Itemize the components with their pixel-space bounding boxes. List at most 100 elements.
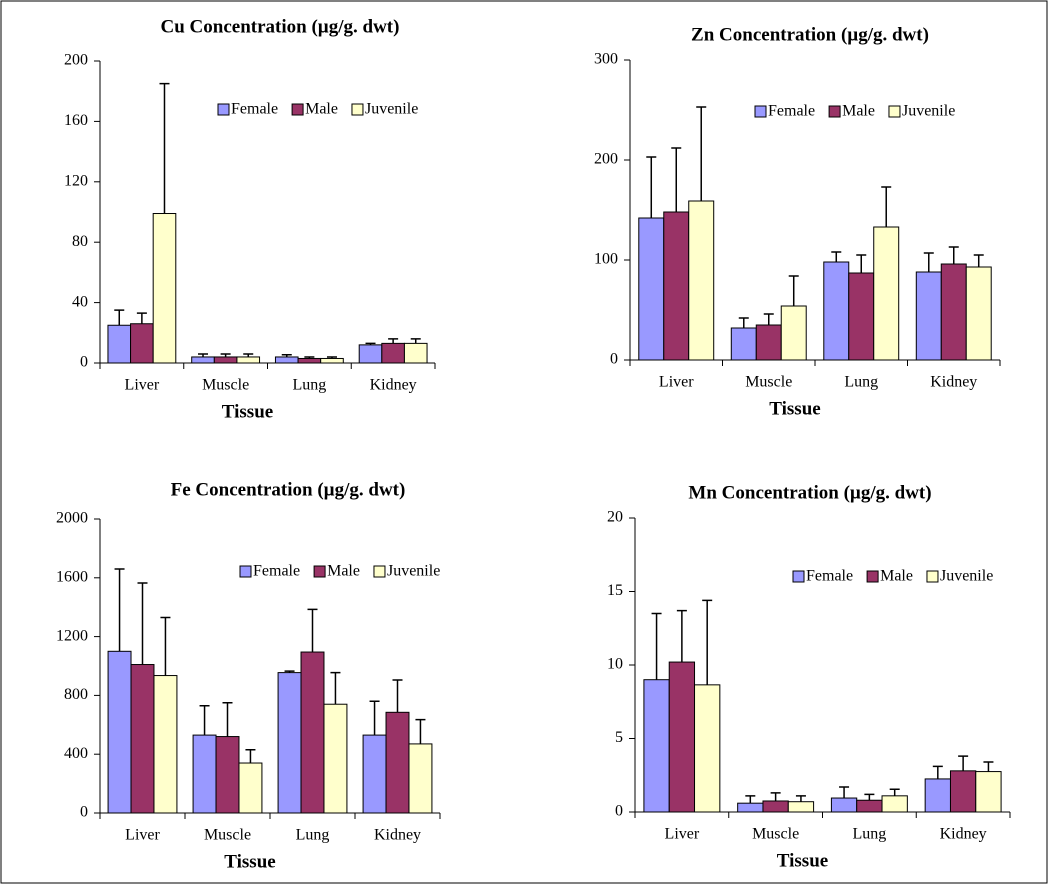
bar <box>787 801 815 813</box>
error-bar <box>983 761 994 772</box>
x-tick-label: Kidney <box>930 374 977 391</box>
error-bar <box>646 156 657 218</box>
x-tick-label: Kidney <box>374 827 421 844</box>
x-tick-label: Liver <box>125 377 160 394</box>
bar <box>385 711 410 814</box>
legend-swatch <box>217 103 230 116</box>
bar <box>915 271 942 361</box>
x-tick-label: Liver <box>125 827 160 844</box>
x-axis-label: Tissue <box>224 851 275 872</box>
legend-swatch <box>351 103 364 116</box>
error-bar <box>864 793 875 801</box>
bar <box>323 703 348 814</box>
error-bar <box>410 338 421 344</box>
legend-swatch <box>373 565 386 578</box>
error-bar <box>284 670 295 673</box>
error-bar <box>369 700 380 736</box>
bar <box>694 684 721 813</box>
x-tick-label: Lung <box>296 827 330 844</box>
error-bar <box>159 82 170 214</box>
error-bar <box>923 252 934 272</box>
bar <box>924 778 951 813</box>
error-bar <box>114 309 125 326</box>
bar <box>663 211 690 361</box>
y-tick-label: 0 <box>615 803 623 820</box>
x-tick-label: Muscle <box>745 374 792 391</box>
y-tick-label: 40 <box>72 293 88 310</box>
bar <box>856 799 883 813</box>
bar <box>153 675 178 814</box>
error-bar <box>160 616 171 676</box>
bar <box>297 357 322 364</box>
x-tick-label: Kidney <box>370 377 417 394</box>
legend-label: Juvenile <box>387 563 440 580</box>
bar <box>107 650 132 814</box>
bar <box>688 200 715 361</box>
bar <box>213 356 238 364</box>
error-bar <box>198 353 209 357</box>
bar <box>823 261 850 361</box>
bar <box>107 324 132 364</box>
error-bar <box>696 106 707 201</box>
error-bar <box>948 246 959 264</box>
bar <box>403 342 428 364</box>
legend-label: Female <box>231 101 278 118</box>
error-bar <box>738 317 749 328</box>
bar <box>320 357 344 364</box>
x-tick-label: Liver <box>659 374 694 391</box>
bar <box>238 762 263 814</box>
x-tick-label: Lung <box>852 826 886 843</box>
bar <box>192 734 217 814</box>
legend-swatch <box>828 105 841 118</box>
bar <box>755 324 782 361</box>
x-axis-label: Tissue <box>777 850 828 871</box>
bar <box>668 661 696 813</box>
error-bar <box>702 599 713 685</box>
y-tick-label: 120 <box>64 172 88 189</box>
y-tick-label: 2000 <box>56 510 88 527</box>
error-bar <box>770 792 781 801</box>
error-bar <box>415 718 426 744</box>
legend-swatch <box>754 105 767 118</box>
error-bar <box>199 704 210 736</box>
x-tick-label: Liver <box>665 826 700 843</box>
legend-label: Juvenile <box>365 101 418 118</box>
error-bar <box>137 582 148 665</box>
legend-label: Male <box>327 563 360 580</box>
legend-label: Male <box>842 103 875 120</box>
y-tick-label: 20 <box>607 509 623 526</box>
bar <box>191 356 215 364</box>
error-bar <box>307 608 318 653</box>
bar <box>300 651 325 814</box>
bar <box>830 797 858 813</box>
legend-label: Female <box>253 563 300 580</box>
y-tick-label: 400 <box>64 745 88 762</box>
error-bar <box>763 313 774 325</box>
error-bar <box>671 147 682 212</box>
bar <box>848 272 875 361</box>
x-axis-label: Tissue <box>769 398 820 419</box>
bar <box>130 664 155 814</box>
error-bar <box>222 702 233 737</box>
bar <box>762 800 789 813</box>
bar <box>277 672 302 814</box>
y-tick-label: 0 <box>80 354 88 371</box>
error-bar <box>245 749 256 764</box>
x-axis-label: Tissue <box>222 401 273 422</box>
error-bar <box>889 788 900 796</box>
bar <box>940 263 967 361</box>
chart-title: Fe Concentration (µg/g. dwt) <box>171 479 406 500</box>
y-tick-label: 80 <box>72 233 88 250</box>
error-bar <box>651 612 662 680</box>
legend-swatch <box>313 565 326 578</box>
chart-title: Mn Concentration (µg/g. dwt) <box>688 482 931 503</box>
error-bar <box>788 275 799 306</box>
y-tick-label: 0 <box>80 804 88 821</box>
x-tick-label: Lung <box>844 374 878 391</box>
x-tick-label: Muscle <box>752 826 799 843</box>
bar <box>638 217 665 361</box>
legend-label: Male <box>305 101 338 118</box>
y-tick-label: 0 <box>610 351 618 368</box>
error-bar <box>136 312 147 324</box>
y-tick-label: 15 <box>607 582 623 599</box>
